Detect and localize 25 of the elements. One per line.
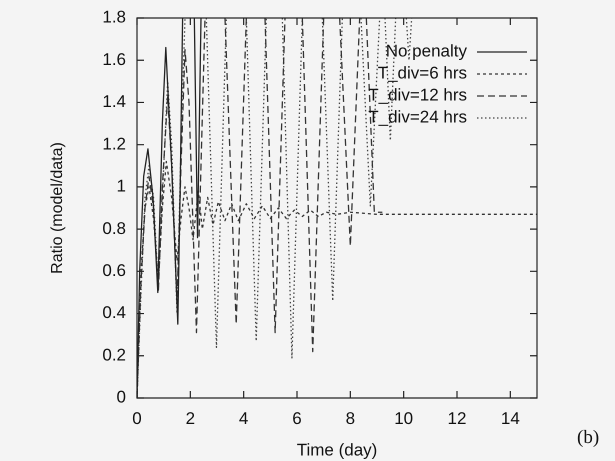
x-tick-label: 14: [500, 408, 520, 428]
legend-label: T_div=24 hrs: [368, 108, 467, 127]
legend-label: No penalty: [386, 42, 468, 61]
legend-label: T_div=12 hrs: [368, 86, 467, 105]
y-axis-title: Ratio (model/data): [49, 142, 66, 274]
y-tick-label: 0.8: [102, 218, 126, 238]
y-tick-label: 1.4: [102, 92, 126, 112]
x-tick-label: 2: [186, 408, 196, 428]
x-tick-label: 6: [292, 408, 302, 428]
x-tick-label: 0: [132, 408, 142, 428]
text: (b): [577, 426, 600, 448]
y-tick-label: 0: [116, 388, 126, 407]
y-tick-label: 1.8: [102, 8, 126, 27]
y-tick-label: 1: [116, 176, 126, 196]
x-tick-label: 12: [448, 408, 466, 428]
legend-label: T_div=6 hrs: [378, 64, 467, 83]
x-axis-title: Time (day): [296, 440, 378, 460]
y-tick-label: 0.2: [102, 345, 126, 364]
x-tick-label: 10: [394, 408, 414, 428]
y-tick-label: 0.4: [102, 303, 126, 322]
x-tick-label: 4: [238, 408, 248, 428]
y-tick-label: 0.6: [102, 261, 126, 280]
y-tick-label: 1.6: [102, 50, 126, 69]
y-tick-label: 1.2: [102, 134, 126, 154]
x-tick-label: 8: [346, 408, 356, 428]
